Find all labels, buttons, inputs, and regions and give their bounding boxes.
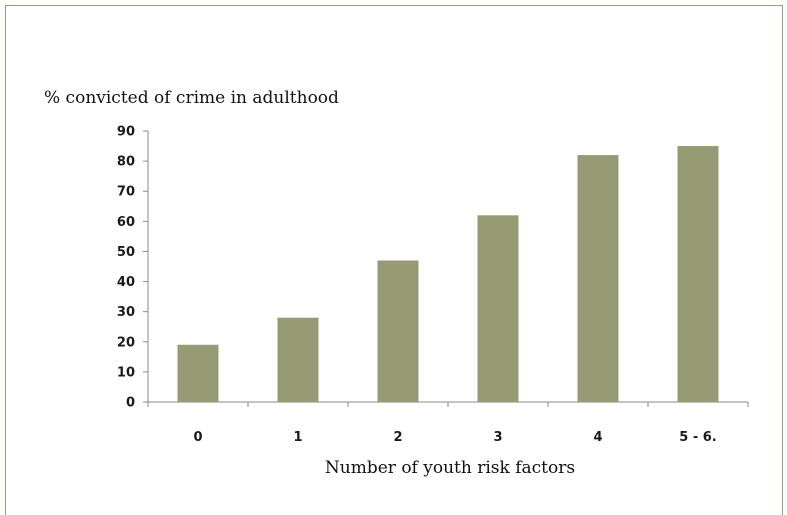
bar <box>677 146 719 402</box>
y-axis-label: % convicted of crime in adulthood <box>44 88 339 108</box>
y-tick-label: 60 <box>117 215 135 230</box>
x-axis-label: Number of youth risk factors <box>324 458 576 478</box>
y-tick-label: 10 <box>117 365 135 380</box>
y-tick-label: 30 <box>117 305 135 320</box>
y-tick-label: 40 <box>117 275 135 290</box>
y-tick-label: 80 <box>117 155 135 170</box>
y-tick-label: 0 <box>126 396 135 411</box>
y-tick-label: 50 <box>117 245 135 260</box>
x-tick-label: 3 <box>493 430 502 445</box>
bar <box>577 155 619 402</box>
chart-frame <box>5 5 783 515</box>
bar <box>377 260 419 402</box>
bar <box>477 215 519 402</box>
x-tick-label: 4 <box>593 430 602 445</box>
x-tick-label: 1 <box>293 430 302 445</box>
x-tick-label: 0 <box>193 430 202 445</box>
bar <box>177 344 219 402</box>
y-tick-label: 70 <box>117 185 135 200</box>
bar <box>277 317 319 402</box>
y-tick-label: 20 <box>117 335 135 350</box>
y-tick-label: 90 <box>117 125 135 140</box>
x-tick-label: 2 <box>393 430 402 445</box>
x-tick-label: 5 - 6. <box>679 430 716 445</box>
